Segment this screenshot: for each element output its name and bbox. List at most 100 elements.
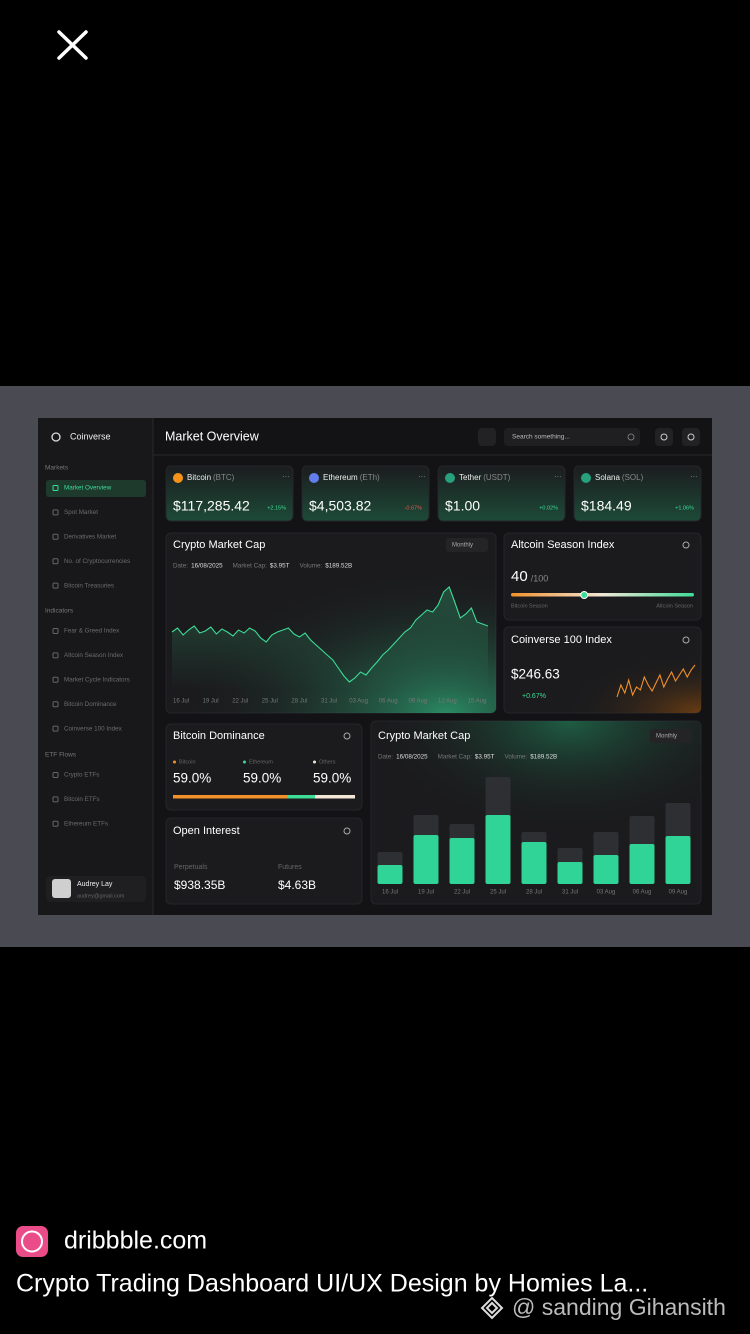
user-name: Audrey Lay [77,881,113,888]
sidebar-item[interactable]: Bitcoin ETFs [64,796,100,803]
x-tick-label: 03 Aug [597,890,616,896]
site-icon-ball [21,1230,43,1253]
oi-label: Perpetuals [174,864,208,871]
x-tick-label: 22 Jul [232,699,248,705]
legend-dot [313,760,316,764]
dominance-bar [287,795,315,799]
legend-label: Others [319,759,336,765]
line [171,586,489,683]
sidebar-item[interactable]: Spot Market [64,509,98,516]
sidebar-item[interactable]: Crypto ETFs [64,772,99,779]
sidebar-icon [52,509,59,516]
panel-title: Crypto Market Cap [173,539,265,551]
bar [377,865,403,884]
x-tick-label: 25 Jul [262,699,278,705]
period: Monthly [656,734,677,740]
coin-icon [445,473,455,483]
sidebar-item[interactable]: Altcoin Season Index [64,652,124,659]
panel-title: Open Interest [173,825,240,837]
dominance-panel [165,723,363,811]
coin-card [165,465,294,522]
period-select [446,538,488,552]
coin-name: Solana [595,473,620,482]
sidebar-icon [52,652,59,659]
sidebar-item[interactable]: Bitcoin Dominance [64,701,117,708]
more-icon: ··· [418,472,426,481]
sidebar-icon [52,485,59,491]
user-email: audrey@gmail.com [77,893,125,899]
sidebar-icon [52,725,59,732]
close-button[interactable] [57,30,88,60]
x-tick-label: 03 Aug [349,699,368,705]
x-tick-label: 16 Jul [382,890,398,896]
bar [629,844,655,884]
dominance-value: 59.0% [173,771,211,786]
detail-label: Volume: [504,754,527,761]
coin-ticker: (USDT) [483,473,510,482]
info-icon [682,636,690,644]
altcoin-max: /100 [531,573,549,583]
ai-button[interactable] [478,428,496,446]
info-icon [343,732,351,740]
oi-label: Futures [278,864,302,871]
sidebar-item[interactable]: Bitcoin Treasuries [64,582,114,589]
coin-price: $184.49 [581,498,632,514]
scale-label: Altcoin Season [656,603,693,609]
sidebar-icon [52,796,59,803]
coin-change: +1.06% [675,505,694,511]
gear-icon [687,433,695,441]
sidebar-section: ETF Flows [45,752,77,759]
search-icon [627,433,635,441]
detail-value: 16/08/2025 [396,754,428,761]
more-icon: ··· [690,472,698,481]
site-icon [16,1226,48,1257]
sidebar-item[interactable]: Ethereum ETFs [64,820,108,827]
coin-icon [309,473,319,483]
index-price: $246.63 [511,667,560,682]
x-tick-label: 22 Jul [454,890,470,896]
bar [521,842,547,884]
altcoin-thumb [580,591,589,599]
sidebar-section: Markets [45,465,69,472]
sidebar-active [46,480,146,497]
coin-name: Tether [459,473,482,482]
sidebar-item[interactable]: Coinverse 100 Index [64,725,123,732]
coin-change: +2.15% [267,505,286,511]
sidebar [38,418,153,915]
panel-title: Altcoin Season Index [511,539,615,551]
coin-card [437,465,566,522]
coin-price: $117,285.42 [173,498,250,514]
x-tick-label: 31 Jul [562,890,578,896]
more-icon: ··· [282,472,290,481]
sidebar-item[interactable]: Market Cycle Indicators [64,676,130,683]
sidebar-icon [52,628,59,634]
coin-card [573,465,702,522]
scale-label: Bitcoin Season [511,603,548,609]
detail-value: 16/08/2025 [191,563,223,570]
sidebar-item[interactable]: Market Overview [64,485,112,492]
index-change: +0.67% [522,693,546,700]
sidebar-icon [52,772,59,778]
dominance-value: 59.0% [243,771,281,786]
altcoin-track [511,593,694,597]
sidebar-item[interactable]: Fear & Greed Index [64,628,120,635]
x-tick-label: 19 Jul [203,699,219,705]
legend-label: Ethereum [249,759,273,765]
detail-value: $3.95T [475,754,495,761]
watermark-icon [480,1296,504,1320]
x-tick-label: 19 Jul [418,890,434,896]
bell-icon [660,433,668,441]
x-tick-label: 06 Aug [379,699,398,705]
detail-label: Volume: [299,563,322,570]
panel-title: Coinverse 100 Index [511,634,612,646]
search-box[interactable] [504,428,640,446]
legend-dot [243,760,246,764]
sidebar-item[interactable]: Derivatives Market [64,533,116,540]
sidebar-section: Indicators [45,608,74,615]
coin-price: $4,503.82 [309,498,371,514]
sidebar-item[interactable]: No. of Cryptocurrencies [64,558,130,565]
sidebar-icon [52,676,59,683]
x-tick-label: 16 Jul [173,699,189,705]
detail-value: $189.52B [530,754,557,761]
